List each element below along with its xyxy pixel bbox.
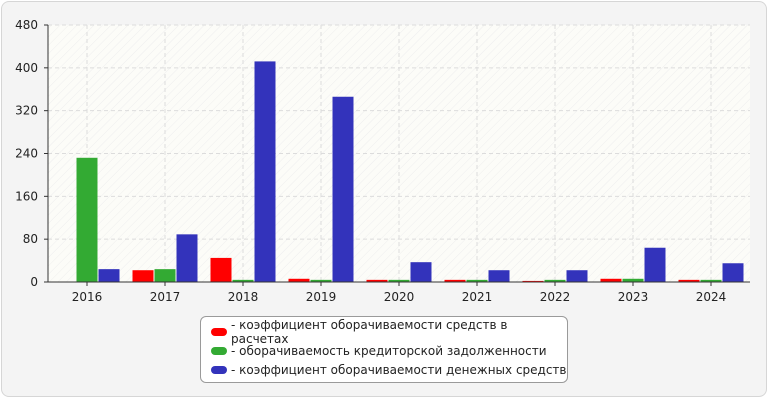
bar: [444, 279, 466, 282]
legend-swatch: [211, 365, 227, 374]
x-tick-label: 2022: [540, 290, 571, 304]
bar: [678, 279, 700, 282]
bar: [210, 257, 232, 282]
x-tick-label: 2023: [618, 290, 649, 304]
x-tick-label: 2020: [384, 290, 415, 304]
legend-swatch: [211, 327, 227, 336]
legend-item: - коэффициент оборачиваемости денежных с…: [211, 360, 567, 379]
bar: [310, 279, 332, 282]
bar: [566, 270, 588, 282]
y-tick-label: 320: [15, 104, 38, 118]
legend-label: - оборачиваемость кредиторской задолженн…: [231, 343, 547, 358]
bar: [522, 280, 544, 282]
bar: [466, 279, 488, 282]
y-tick-label: 80: [23, 232, 38, 246]
bar: [644, 247, 666, 282]
y-tick-label: 480: [15, 18, 38, 32]
legend-item: - оборачиваемость кредиторской задолженн…: [211, 341, 567, 360]
legend-swatch: [211, 346, 227, 355]
bar: [410, 262, 432, 282]
legend: - коэффициент оборачиваемости средств в …: [200, 316, 568, 383]
legend-label: - коэффициент оборачиваемости денежных с…: [231, 362, 567, 377]
y-tick-label: 400: [15, 61, 38, 75]
x-tick-label: 2017: [150, 290, 181, 304]
x-tick-label: 2024: [696, 290, 727, 304]
bar: [132, 270, 154, 282]
bar: [488, 270, 510, 282]
bar: [288, 278, 310, 282]
bar: [332, 96, 354, 282]
bar: [154, 269, 176, 282]
bar: [254, 61, 276, 283]
bar: [388, 279, 410, 282]
legend-label: - коэффициент оборачиваемости средств в …: [231, 317, 508, 346]
x-tick-label: 2019: [306, 290, 337, 304]
y-tick-label: 240: [15, 147, 38, 161]
bar: [700, 279, 722, 282]
bar: [366, 279, 388, 282]
x-tick-label: 2021: [462, 290, 493, 304]
legend-item: - коэффициент оборачиваемости средств в …: [211, 318, 567, 346]
bar: [232, 279, 254, 282]
y-tick-label: 160: [15, 189, 38, 203]
bar: [544, 279, 566, 282]
bar: [98, 269, 120, 282]
x-tick-label: 2016: [72, 290, 103, 304]
bar: [722, 263, 744, 282]
bar: [600, 278, 622, 282]
bar: [622, 278, 644, 282]
y-tick-label: 0: [30, 275, 38, 289]
bar: [76, 157, 98, 282]
x-tick-label: 2018: [228, 290, 259, 304]
bar: [176, 234, 198, 282]
